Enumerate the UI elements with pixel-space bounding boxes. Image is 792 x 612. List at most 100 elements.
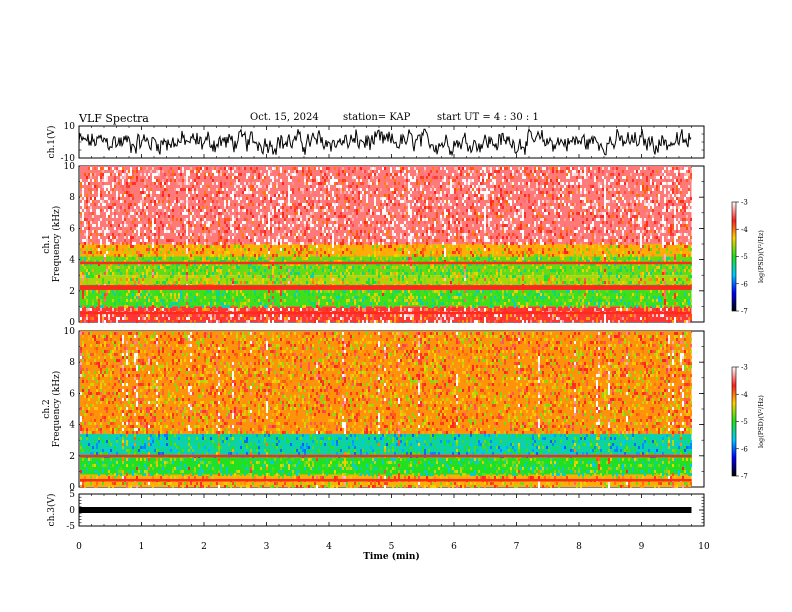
ch1-spectrogram-cell (322, 206, 324, 209)
ch1-spectrogram-cell (264, 191, 266, 194)
ch1-spectrogram-cell (362, 299, 364, 302)
ch1-spectrogram-cell (148, 314, 150, 317)
ch1-spectrogram-cell (350, 230, 352, 233)
ch1-spectrogram-cell (226, 194, 228, 197)
ch1-spectrogram-cell (414, 203, 416, 206)
ch1-spectrogram-cell (238, 173, 240, 176)
ch1-spectrogram-cell (466, 320, 468, 323)
ch1-spectrogram-cell (288, 275, 290, 278)
ch1-spectrogram-cell (428, 314, 430, 317)
ch1-spectrogram-cell (242, 296, 244, 299)
ch1-spectrogram-cell (334, 266, 336, 269)
ch1-spectrogram-cell (304, 263, 306, 266)
ch1-spectrogram-cell (470, 293, 472, 296)
ch1-spectrogram-cell (446, 302, 448, 305)
ch1-spectrogram-cell (274, 254, 276, 257)
ch1-spectrogram-cell (356, 293, 358, 296)
ch1-spectrogram-cell (98, 317, 100, 320)
ch1-spectrogram-cell (390, 314, 392, 317)
ch1-spectrogram-cell (298, 212, 300, 215)
ch1-spectrogram-cell (448, 176, 450, 179)
ch1-spectrogram-cell (128, 254, 130, 257)
ch1-spectrogram-cell (278, 185, 280, 188)
ch1-spectrogram-cell (194, 272, 196, 275)
ch1-spectrogram-cell (446, 293, 448, 296)
ch1-spectrogram-cell (184, 296, 186, 299)
ch1-spectrogram-cell (452, 224, 454, 227)
ch1-spectrogram-cell (476, 185, 478, 188)
ch1-spectrogram-cell (334, 260, 336, 263)
ch1-spectrogram-cell (442, 278, 444, 281)
ch1-spectrogram-cell (268, 215, 270, 218)
ch1-spectrogram-cell (324, 212, 326, 215)
ch1-spectrogram-cell (156, 191, 158, 194)
ch1-spectrogram-cell (148, 299, 150, 302)
ch1-spectrogram-cell (362, 320, 364, 323)
ch1-spectrogram-cell (204, 257, 206, 260)
ch1-spectrogram-cell (144, 233, 146, 236)
ch1-spectrogram-cell (330, 278, 332, 281)
ch1-spectrogram-cell (326, 224, 328, 227)
ch1-spectrogram-cell (144, 236, 146, 239)
ch1-spectrogram-cell (240, 248, 242, 251)
ch1-spectrogram-cell (194, 263, 196, 266)
ch1-spectrogram-cell (468, 245, 470, 248)
ch1-spectrogram-cell (116, 197, 118, 200)
ch1-spectrogram-cell (174, 302, 176, 305)
ch1-spectrogram-cell (252, 317, 254, 320)
ch1-spectrogram-cell (374, 197, 376, 200)
ch1-spectrogram-cell (470, 308, 472, 311)
ch1-spectrogram-cell (290, 176, 292, 179)
ch1-spectrogram-cell (426, 308, 428, 311)
ch1-spectrogram-cell (88, 227, 90, 230)
ch1-spectrogram-cell (92, 278, 94, 281)
ch1-spectrogram-cell (304, 221, 306, 224)
ch1-spectrogram-cell (314, 176, 316, 179)
ch1-spectrogram-cell (420, 215, 422, 218)
ch1-spectrogram-cell (306, 218, 308, 221)
ch1-spectrogram-cell (156, 296, 158, 299)
ch1-spectrogram-cell (104, 296, 106, 299)
ch1-spectrogram-cell (252, 293, 254, 296)
ch1-spectrogram-cell (336, 269, 338, 272)
ch1-spectrogram-cell (404, 227, 406, 230)
ch1-spectrogram-cell (126, 182, 128, 185)
ch1-spectrogram-cell (430, 314, 432, 317)
ch1-spectrogram-cell (390, 299, 392, 302)
ch1-spectrogram-cell (190, 167, 192, 170)
ch1-spectrogram-cell (220, 320, 222, 323)
ch1-spectrogram-cell (444, 209, 446, 212)
ch1-spectrogram-cell (94, 185, 96, 188)
ch1-spectrogram-cell (140, 212, 142, 215)
ch1-spectrogram-cell (394, 320, 396, 323)
ch1-spectrogram-cell (96, 251, 98, 254)
ch1-spectrogram-cell (348, 197, 350, 200)
ch1-spectrogram-cell (388, 245, 390, 248)
ch1-spectrogram-cell (166, 203, 168, 206)
ch1-spectrogram-cell (86, 242, 88, 245)
ch1-spectrogram-cell (234, 266, 236, 269)
ch1-spectrogram-cell (198, 221, 200, 224)
ch1-spectrogram-cell (186, 275, 188, 278)
ch1-spectrogram-cell (402, 278, 404, 281)
ch1-spectrogram-cell (420, 305, 422, 308)
ch1-spectrogram-cell (242, 293, 244, 296)
ch1-spectrogram-cell (122, 176, 124, 179)
ch1-spectrogram-cell (246, 269, 248, 272)
ch1-spectrogram-cell (404, 317, 406, 320)
ch1-spectrogram-cell (466, 254, 468, 257)
ch1-spectrogram-cell (94, 197, 96, 200)
ch1-spectrogram-cell (266, 227, 268, 230)
ch1-spectrogram-cell (140, 296, 142, 299)
ch1-spectrogram-cell (288, 281, 290, 284)
ch1-spectrogram-cell (352, 236, 354, 239)
ch1-spectrogram-cell (402, 173, 404, 176)
ch1-spectrogram-cell (198, 200, 200, 203)
ch1-spectrogram-cell (348, 320, 350, 323)
ch1-spectrogram-cell (424, 185, 426, 188)
ch1-spectrogram-cell (176, 299, 178, 302)
ch1-spectrogram-cell (210, 302, 212, 305)
ch1-spectrogram-cell (170, 272, 172, 275)
ch1-spectrogram-cell (440, 317, 442, 320)
ch1-spectrogram-cell (178, 179, 180, 182)
